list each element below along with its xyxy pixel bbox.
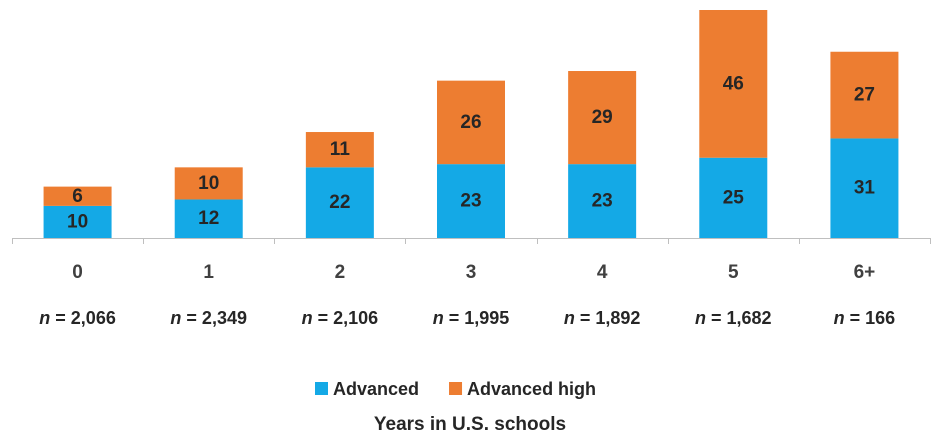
bar-advanced-0 — [43, 205, 112, 238]
legend: Advanced Advanced high — [315, 379, 596, 399]
category-label: 3 — [466, 262, 477, 283]
sample-size-label: n = 2,106 — [302, 308, 379, 328]
sample-size-label: n = 1,995 — [433, 308, 510, 328]
bar-advanced-high-0 — [43, 186, 112, 206]
category-label: 0 — [72, 262, 83, 283]
bar-advanced-high-1 — [174, 167, 243, 200]
category-labels: 0 1 2 3 4 5 6+ — [72, 262, 875, 283]
bar-advanced-6 — [830, 138, 899, 238]
legend-swatch-advanced — [315, 382, 328, 395]
category-label: 1 — [203, 262, 214, 283]
bar-advanced-3 — [437, 164, 505, 238]
legend-label-advanced: Advanced — [333, 379, 419, 399]
data-label-advanced-0: 10 — [67, 211, 88, 232]
data-label-advanced-high-6: 27 — [854, 85, 875, 106]
bar-advanced-high-4 — [568, 71, 637, 165]
sample-size-label: n = 2,349 — [170, 308, 247, 328]
bar-advanced-4 — [568, 164, 637, 238]
sample-size-label: n = 1,892 — [564, 308, 641, 328]
data-label-advanced-4: 23 — [592, 191, 613, 212]
bars-layer: 10 6 12 10 22 11 23 26 23 29 25 46 31 27 — [43, 10, 899, 238]
category-label: 2 — [335, 262, 346, 283]
data-label-advanced-high-5: 46 — [723, 73, 744, 94]
bar-advanced-high-2 — [305, 132, 374, 168]
data-label-advanced-high-1: 10 — [198, 173, 219, 194]
data-label-advanced-high-0: 6 — [72, 186, 83, 207]
data-label-advanced-high-4: 29 — [592, 107, 613, 128]
data-label-advanced-5: 25 — [723, 187, 745, 208]
sample-size-labels: n = 2,066 n = 2,349 n = 2,106 n = 1,995 n = … — [39, 308, 895, 328]
data-label-advanced-1: 12 — [198, 208, 219, 229]
category-label: 6+ — [854, 262, 876, 283]
data-label-advanced-high-3: 26 — [460, 112, 481, 133]
legend-swatch-advanced-high — [449, 382, 463, 395]
category-label: 5 — [728, 262, 739, 283]
bar-advanced-5 — [699, 157, 768, 238]
data-label-advanced-high-2: 11 — [330, 139, 351, 160]
data-label-advanced-3: 23 — [460, 191, 481, 212]
bar-advanced-high-6 — [830, 51, 899, 139]
legend-label-advanced-high: Advanced high — [467, 379, 596, 399]
data-label-advanced-6: 31 — [854, 178, 876, 199]
data-label-advanced-2: 22 — [329, 192, 350, 213]
bar-advanced-2 — [305, 167, 374, 238]
x-axis-ticks — [12, 238, 931, 244]
bar-advanced-high-3 — [437, 80, 505, 165]
category-label: 4 — [597, 262, 608, 283]
x-axis-title: Years in U.S. schools — [374, 414, 566, 435]
bar-advanced-1 — [174, 199, 243, 238]
sample-size-label: n = 2,066 — [39, 308, 116, 328]
bar-advanced-high-5 — [699, 10, 768, 158]
sample-size-label: n = 1,682 — [695, 308, 772, 328]
sample-size-label: n = 166 — [834, 308, 896, 328]
